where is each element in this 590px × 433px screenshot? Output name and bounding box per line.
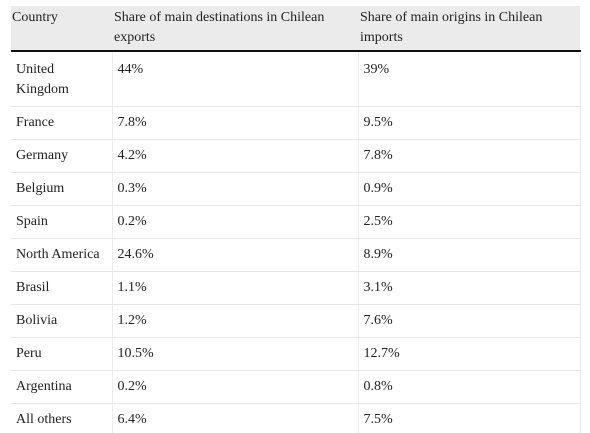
table-row: Spain 0.2% 2.5% xyxy=(11,205,581,239)
exports-share-cell: 0.2% xyxy=(111,370,358,404)
table-header: Country Share of main destinations in Ch… xyxy=(11,6,580,52)
exports-share-cell: 10.5% xyxy=(111,337,358,371)
imports-share-cell: 0.8% xyxy=(357,370,581,404)
country-cell: Spain xyxy=(11,205,112,239)
table-row: Brasil 1.1% 3.1% xyxy=(11,271,581,305)
exports-share-cell: 0.2% xyxy=(111,205,358,239)
imports-share-cell: 7.6% xyxy=(357,304,581,338)
country-cell: North America xyxy=(11,238,112,272)
country-cell: Peru xyxy=(11,337,112,371)
country-cell: Belgium xyxy=(11,172,112,206)
imports-share-cell: 7.8% xyxy=(357,139,581,173)
country-cell: All others xyxy=(11,403,112,433)
table-body: United Kingdom 44% 39% France 7.8% 9.5% … xyxy=(11,51,581,433)
table-row: Argentina 0.2% 0.8% xyxy=(11,370,581,404)
exports-share-cell: 6.4% xyxy=(111,403,358,433)
country-cell: United Kingdom xyxy=(11,51,112,107)
country-cell: Argentina xyxy=(11,370,112,404)
imports-share-cell: 39% xyxy=(357,51,581,107)
trade-share-table: Country Share of main destinations in Ch… xyxy=(11,6,581,433)
trade-share-table-container: Country Share of main destinations in Ch… xyxy=(11,6,581,433)
imports-share-cell: 0.9% xyxy=(357,172,581,206)
imports-share-cell: 12.7% xyxy=(357,337,581,371)
table-row: Peru 10.5% 12.7% xyxy=(11,337,581,371)
table-row: Belgium 0.3% 0.9% xyxy=(11,172,581,206)
country-cell: Bolivia xyxy=(11,304,112,338)
table-row: All others 6.4% 7.5% xyxy=(11,403,581,433)
exports-share-cell: 44% xyxy=(111,51,358,107)
exports-share-cell: 0.3% xyxy=(111,172,358,206)
exports-share-cell: 24.6% xyxy=(111,238,358,272)
country-cell: Germany xyxy=(11,139,112,173)
imports-share-cell: 2.5% xyxy=(357,205,581,239)
imports-share-cell: 3.1% xyxy=(357,271,581,305)
imports-share-cell: 7.5% xyxy=(357,403,581,433)
header-imports-share: Share of main origins in Chilean imports xyxy=(358,6,580,52)
imports-share-cell: 8.9% xyxy=(357,238,581,272)
exports-share-cell: 1.1% xyxy=(111,271,358,305)
exports-share-cell: 1.2% xyxy=(111,304,358,338)
header-exports-share: Share of main destinations in Chilean ex… xyxy=(112,6,358,52)
country-cell: Brasil xyxy=(11,271,112,305)
table-row: Bolivia 1.2% 7.6% xyxy=(11,304,581,338)
header-country: Country xyxy=(11,6,112,52)
table-row: North America 24.6% 8.9% xyxy=(11,238,581,272)
exports-share-cell: 4.2% xyxy=(111,139,358,173)
table-row: United Kingdom 44% 39% xyxy=(11,51,581,107)
header-row: Country Share of main destinations in Ch… xyxy=(11,6,580,52)
exports-share-cell: 7.8% xyxy=(111,106,358,140)
table-row: Germany 4.2% 7.8% xyxy=(11,139,581,173)
country-cell: France xyxy=(11,106,112,140)
imports-share-cell: 9.5% xyxy=(357,106,581,140)
table-row: France 7.8% 9.5% xyxy=(11,106,581,140)
